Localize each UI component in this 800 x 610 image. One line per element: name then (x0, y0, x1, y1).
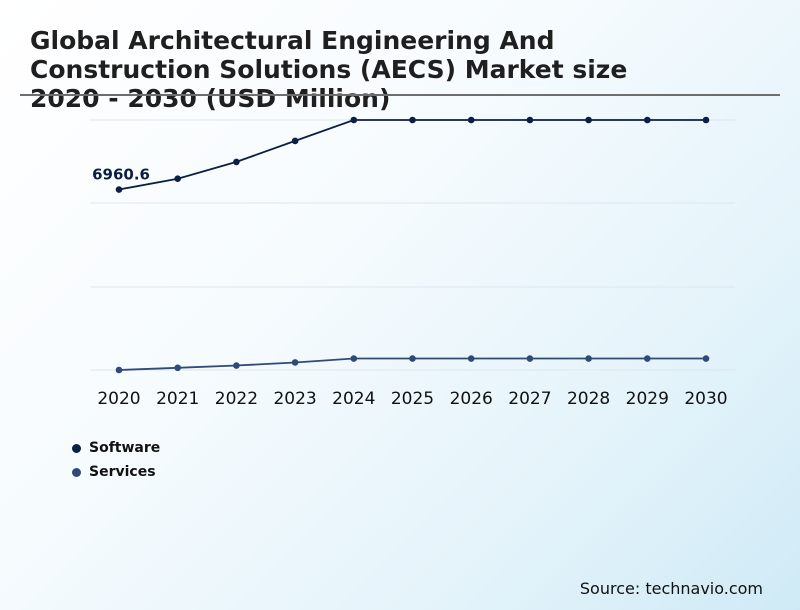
legend-label-software: Software (89, 440, 161, 456)
point-services-2027 (526, 355, 534, 362)
x-tick-label-2029: 2029 (626, 389, 669, 409)
x-tick-label-2021: 2021 (156, 389, 199, 409)
x-tick-label-2022: 2022 (215, 389, 258, 409)
point-services-2021 (174, 364, 181, 372)
point-services-2020 (115, 366, 123, 374)
series-line-software (118, 119, 706, 191)
source-credit: Source: technavio.com (579, 579, 763, 598)
point-software-2029 (644, 116, 651, 124)
point-software-2027 (526, 116, 534, 124)
point-software-2026 (467, 116, 475, 124)
data-label-software-2020: 6960.6 (92, 166, 150, 184)
x-tick-label-2026: 2026 (450, 389, 493, 409)
title-divider (20, 94, 780, 96)
point-software-2024 (350, 116, 358, 124)
point-services-2026 (467, 355, 475, 362)
x-tick-label-2020: 2020 (97, 389, 140, 409)
point-services-2028 (585, 355, 592, 362)
point-software-2021 (174, 175, 181, 182)
legend-dot-services (72, 467, 81, 477)
point-services-2030 (702, 355, 710, 362)
point-software-2028 (585, 116, 592, 124)
x-tick-label-2027: 2027 (508, 389, 551, 409)
point-services-2023 (291, 359, 299, 366)
legend-dot-software (72, 443, 81, 453)
x-tick-label-2028: 2028 (567, 389, 610, 409)
x-tick-label-2023: 2023 (273, 389, 316, 409)
legend-label-services: Services (89, 464, 156, 480)
point-software-2025 (409, 116, 416, 124)
chart-title: Global Architectural Engineering And Con… (30, 26, 628, 113)
point-software-2022 (233, 158, 240, 166)
x-tick-label-2024: 2024 (332, 389, 375, 409)
point-services-2029 (644, 355, 651, 362)
x-tick-label-2025: 2025 (391, 389, 434, 409)
point-software-2030 (702, 116, 710, 124)
legend-item-software: Software (72, 436, 160, 460)
point-software-2020 (115, 186, 123, 193)
legend-item-services: Services (72, 460, 160, 484)
point-services-2024 (350, 355, 358, 362)
legend: Software Services (72, 436, 160, 484)
x-tick-label-2030: 2030 (684, 389, 727, 409)
point-software-2023 (291, 137, 299, 145)
point-services-2025 (409, 355, 416, 362)
point-services-2022 (233, 362, 240, 369)
